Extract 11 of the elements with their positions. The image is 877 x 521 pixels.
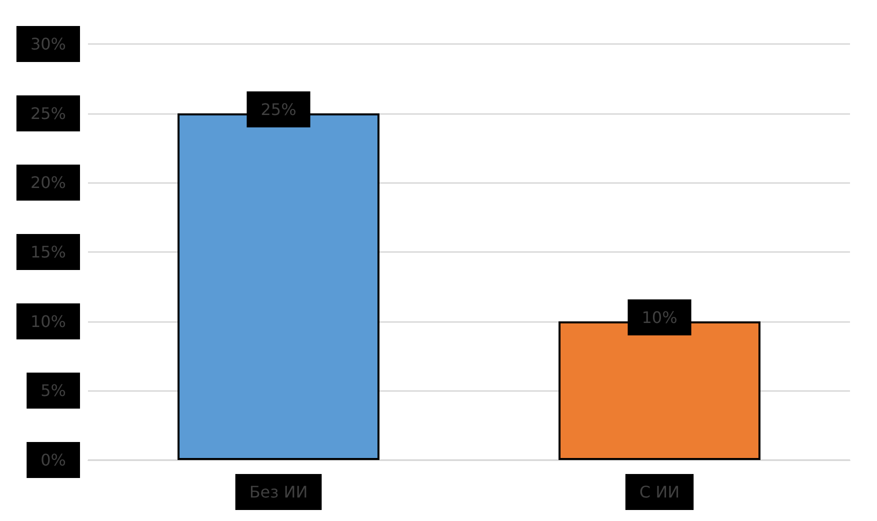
data-label: 10% — [642, 308, 678, 327]
y-tick-label: 30% — [30, 34, 66, 54]
y-tick-label: 0% — [40, 450, 66, 470]
y-tick-label: 15% — [30, 242, 66, 262]
y-tick-label: 10% — [30, 312, 66, 331]
x-tick-label: Без ИИ — [249, 482, 308, 502]
data-label: 25% — [260, 100, 296, 119]
x-tick-label: С ИИ — [639, 482, 680, 502]
y-tick-label: 25% — [30, 104, 66, 123]
y-tick-label: 5% — [40, 381, 66, 400]
y-tick-label: 20% — [30, 173, 66, 192]
